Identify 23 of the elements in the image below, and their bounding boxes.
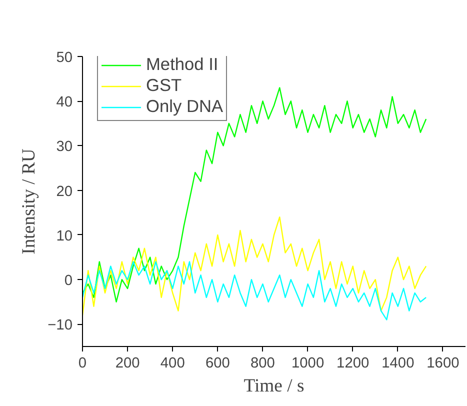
x-tick-label: 200: [115, 356, 140, 372]
legend-label: GST: [146, 75, 182, 96]
y-tick-label: 30: [56, 139, 73, 156]
y-axis-title: Intensity / RU: [18, 148, 40, 254]
y-tick-label: −10: [48, 318, 73, 334]
y-tick-label: 40: [56, 94, 73, 111]
x-tick-label: 1000: [291, 356, 324, 372]
y-tick-label: 0: [64, 273, 73, 290]
x-tick-label: 400: [160, 356, 185, 372]
x-tick-label: 1600: [426, 356, 460, 372]
y-tick-label: 20: [56, 184, 73, 200]
x-axis-title: Time / s: [244, 376, 304, 396]
x-tick-label: 1200: [336, 356, 370, 372]
x-tick-label: 600: [205, 356, 230, 372]
line-series: [82, 261, 427, 320]
y-tick-label: 10: [56, 228, 73, 244]
x-tick-label: 800: [250, 356, 275, 372]
x-tick-label: 1400: [382, 356, 414, 372]
x-tick-label: 0: [78, 356, 87, 372]
legend-label: Method II: [146, 55, 218, 75]
line-series: [82, 216, 427, 316]
legend-label: Only DNA: [146, 96, 224, 117]
y-tick-label: 50: [56, 50, 73, 66]
